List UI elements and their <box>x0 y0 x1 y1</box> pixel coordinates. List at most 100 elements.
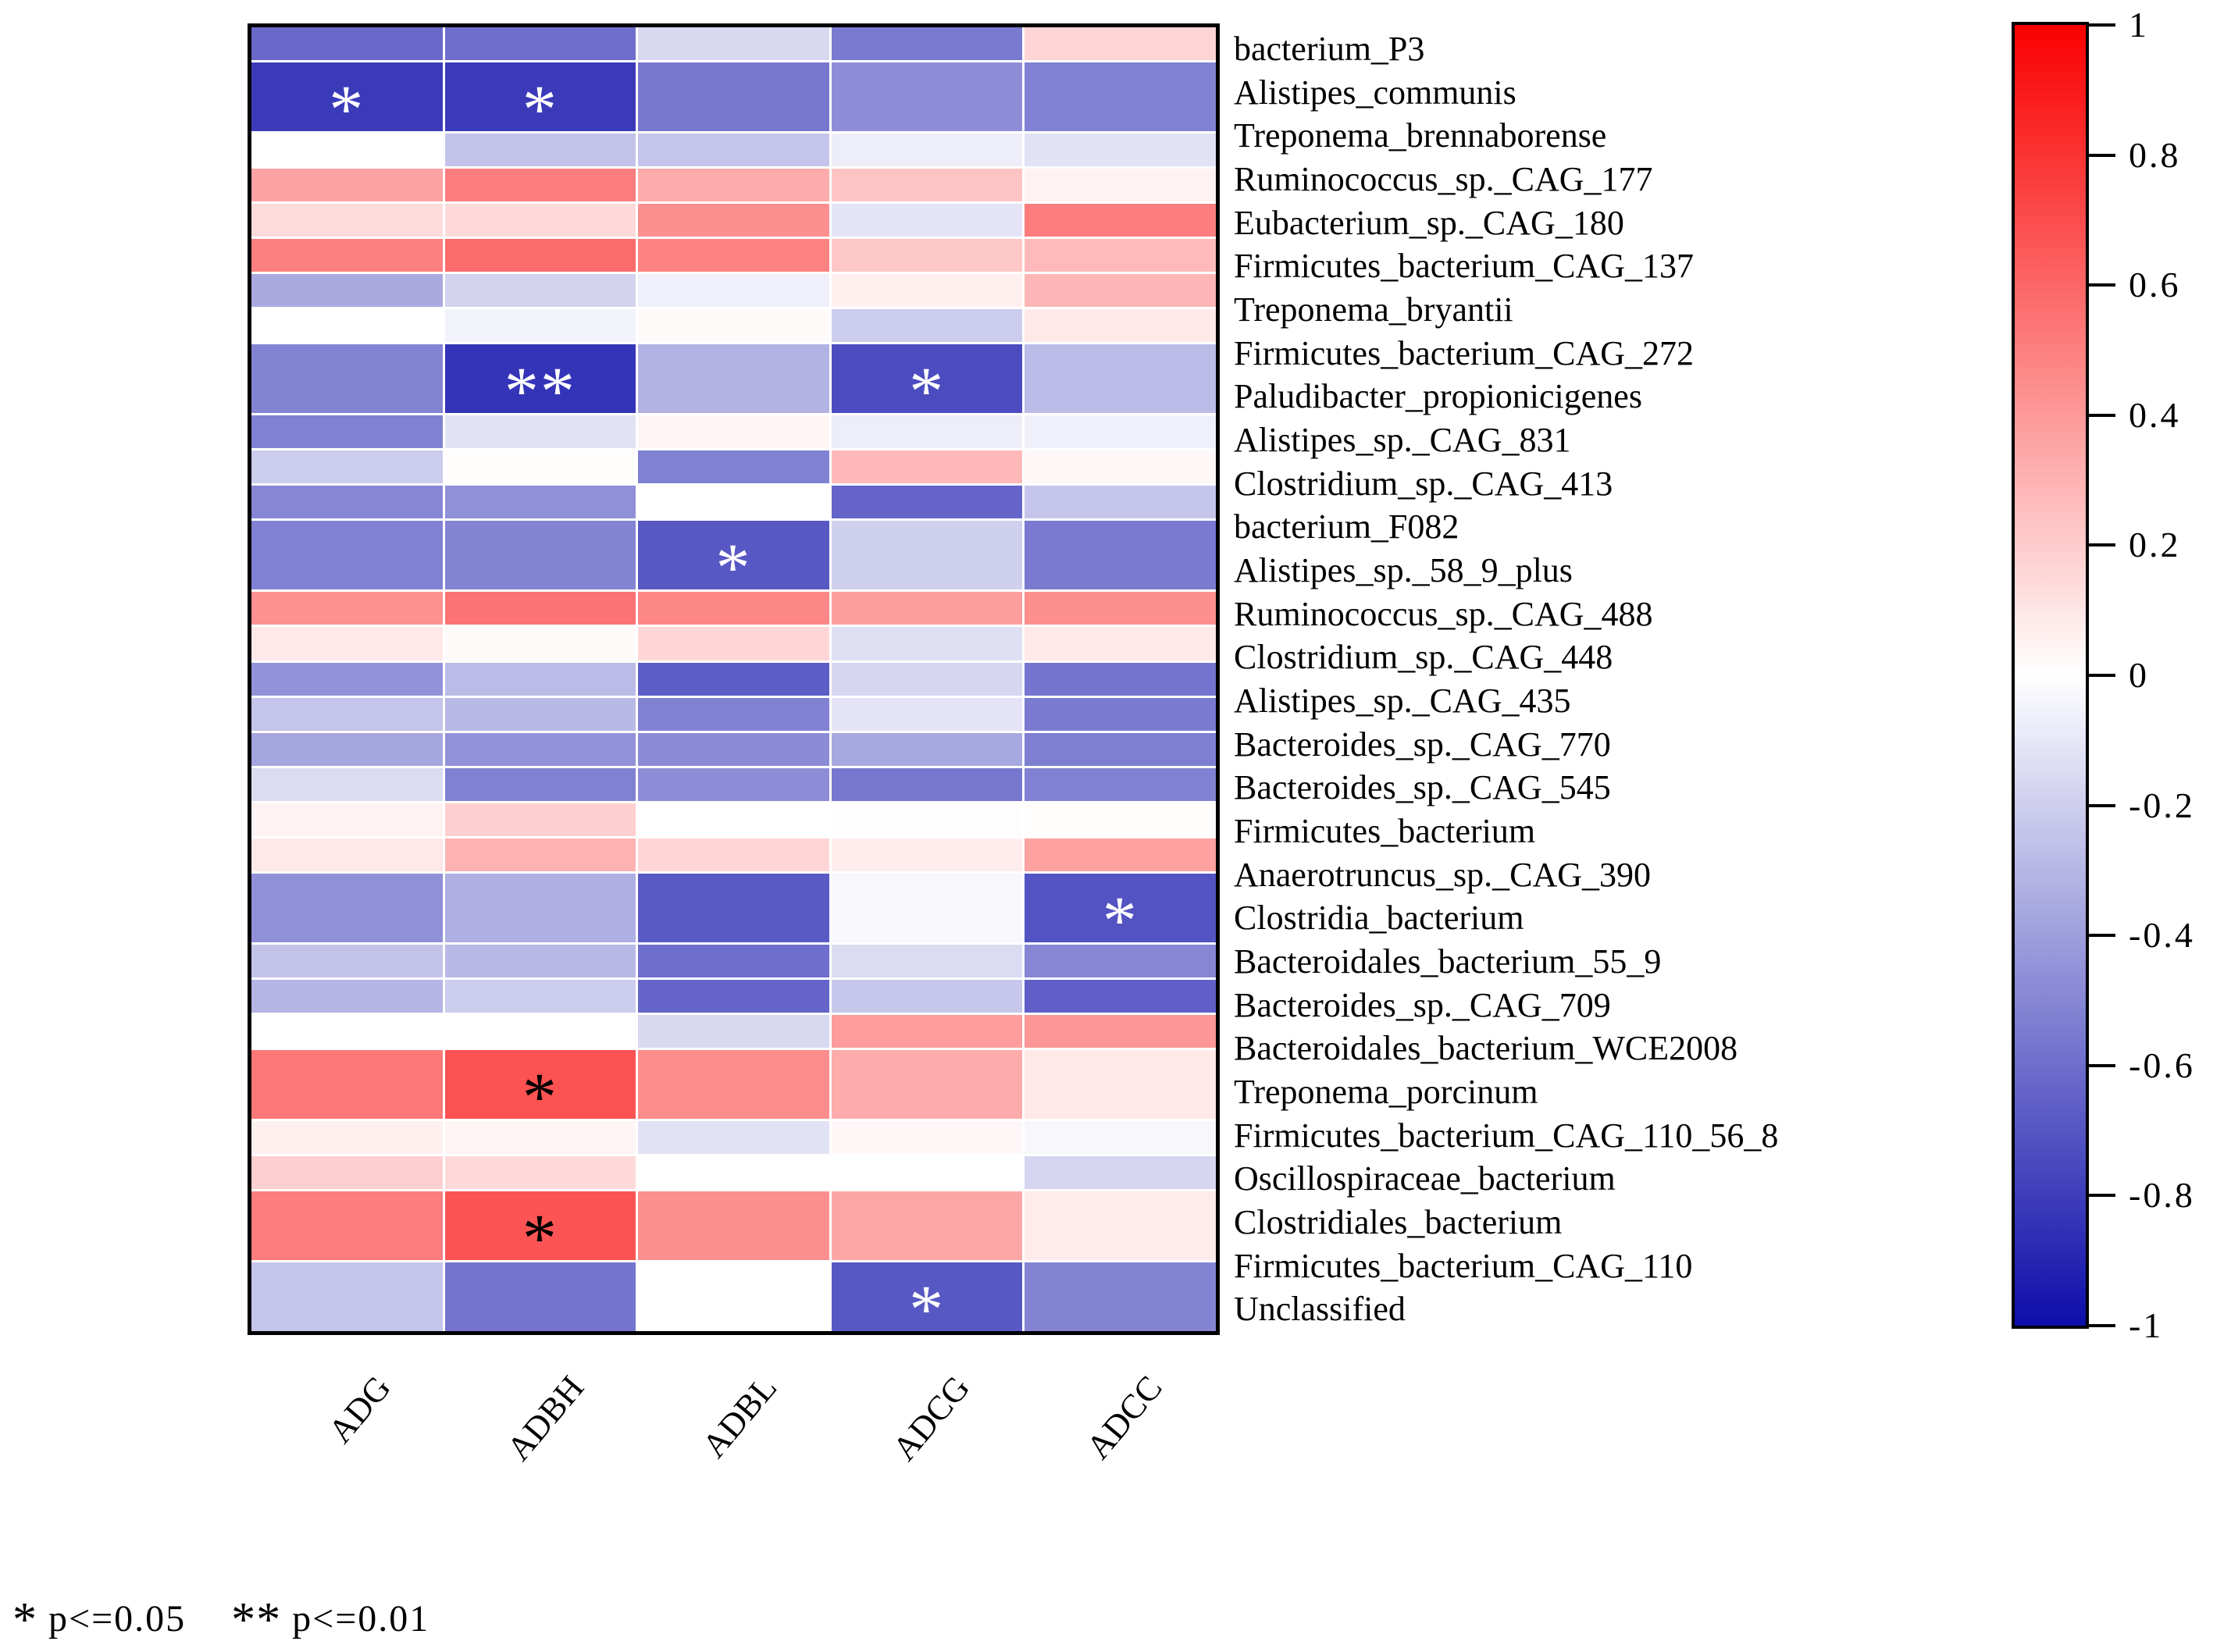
heatmap-cell <box>831 838 1023 871</box>
heatmap-cell <box>831 873 1023 942</box>
heatmap-cell <box>1025 62 1216 132</box>
row-label: Unclassified <box>1234 1290 1406 1329</box>
row-label: Treponema_brennaborense <box>1234 116 1607 155</box>
heatmap-cell <box>831 1191 1023 1260</box>
heatmap-cell <box>1025 592 1216 625</box>
colorbar-tick-label: 0.6 <box>2129 265 2181 305</box>
heatmap-cell <box>1025 1191 1216 1260</box>
heatmap-cell <box>251 1155 443 1189</box>
heatmap-cell <box>831 1155 1023 1189</box>
heatmap-cell <box>1025 838 1216 871</box>
heatmap-cell <box>638 450 829 484</box>
heatmap-cell <box>444 1014 636 1048</box>
row-label: Firmicutes_bacterium <box>1234 811 1536 850</box>
row-label: Bacteroides_sp._CAG_545 <box>1234 768 1611 807</box>
colorbar-tick-label: -0.2 <box>2129 785 2195 825</box>
heatmap-cell <box>638 979 829 1013</box>
colorbar-tick-label: -1 <box>2129 1305 2164 1345</box>
heatmap-cell: * <box>831 1262 1023 1344</box>
heatmap-cell <box>1025 1014 1216 1048</box>
heatmap-cell <box>831 204 1023 237</box>
colorbar-tick <box>2086 1194 2115 1198</box>
heatmap-cell <box>831 450 1023 484</box>
heatmap-cell <box>251 873 443 942</box>
heatmap-cell <box>444 486 636 519</box>
heatmap-cell <box>251 944 443 977</box>
colorbar-gradient <box>2015 25 2086 1326</box>
heatmap-cell <box>1025 27 1216 61</box>
column-label: ADBH <box>499 1369 592 1469</box>
heatmap-cell <box>831 169 1023 202</box>
legend-star-double: ** <box>231 1593 282 1647</box>
heatmap-cell: * <box>251 62 443 144</box>
heatmap-cell <box>251 27 443 61</box>
heatmap-cell <box>444 169 636 202</box>
heatmap-cell <box>1025 239 1216 272</box>
column-label: ADG <box>321 1369 399 1451</box>
heatmap-cell <box>251 415 443 449</box>
heatmap-cell <box>638 169 829 202</box>
heatmap-cell: * <box>444 62 636 144</box>
heatmap-cell <box>444 1155 636 1189</box>
heatmap-cell <box>1025 309 1216 343</box>
colorbar-tick <box>2086 803 2115 807</box>
heatmap-cell: * <box>831 344 1023 426</box>
colorbar-tick-label: 0.4 <box>2129 394 2181 435</box>
heatmap-cell <box>444 415 636 449</box>
colorbar-tick-label: 0 <box>2129 655 2149 695</box>
colorbar-tick <box>2086 153 2115 157</box>
significance-star: * <box>1102 883 1139 960</box>
heatmap-cell <box>638 803 829 836</box>
heatmap-cell <box>444 873 636 942</box>
heatmap-cell <box>251 838 443 871</box>
row-label: Clostridiales_bacterium <box>1234 1202 1563 1241</box>
heatmap-cell <box>638 1014 829 1048</box>
heatmap-cell <box>1025 662 1216 696</box>
heatmap-cell <box>444 627 636 660</box>
heatmap-cell <box>251 627 443 660</box>
significance-star: * <box>715 531 752 607</box>
heatmap-cell <box>251 1014 443 1048</box>
heatmap-cell <box>1025 803 1216 836</box>
heatmap-cell <box>1025 274 1216 308</box>
heatmap-cell <box>1025 1049 1216 1119</box>
heatmap-cell <box>1025 486 1216 519</box>
column-label: ADCG <box>885 1369 978 1469</box>
heatmap-cell <box>444 309 636 343</box>
row-label: Firmicutes_bacterium_CAG_272 <box>1234 333 1695 372</box>
heatmap-cell <box>638 1049 829 1119</box>
heatmap-cell: * <box>638 521 829 603</box>
colorbar-tick-label: -0.6 <box>2129 1045 2195 1085</box>
heatmap-cell <box>251 134 443 167</box>
heatmap-cell <box>1025 521 1216 590</box>
heatmap-cell <box>251 662 443 696</box>
colorbar-tick <box>2086 413 2115 417</box>
row-label: Bacteroidales_bacterium_55_9 <box>1234 942 1662 981</box>
column-label: ADCC <box>1078 1369 1171 1467</box>
colorbar-tick-label: 0.2 <box>2129 525 2181 565</box>
heatmap-cell: * <box>444 1049 636 1132</box>
heatmap-cell <box>1025 767 1216 801</box>
row-label: Clostridium_sp._CAG_448 <box>1234 638 1613 677</box>
colorbar-tick <box>2086 23 2115 27</box>
significance-star: * <box>522 72 558 148</box>
significance-star: * <box>522 1059 558 1136</box>
heatmap-cell <box>251 979 443 1013</box>
heatmap-cell <box>444 944 636 977</box>
heatmap-cell <box>638 204 829 237</box>
heatmap-cell <box>251 803 443 836</box>
heatmap-cell <box>638 239 829 272</box>
row-label: Ruminococcus_sp._CAG_177 <box>1234 159 1653 198</box>
heatmap-cell <box>638 662 829 696</box>
legend-star-single: * <box>12 1593 37 1647</box>
heatmap-cell <box>831 1014 1023 1048</box>
heatmap-cell <box>444 592 636 625</box>
heatmap-cell <box>1025 627 1216 660</box>
heatmap-cell <box>251 344 443 414</box>
heatmap-cell <box>831 803 1023 836</box>
heatmap-cell: ** <box>444 344 636 426</box>
colorbar <box>2012 22 2089 1329</box>
heatmap-cell <box>1025 732 1216 766</box>
heatmap-cell <box>1025 450 1216 484</box>
heatmap-cell <box>831 27 1023 61</box>
